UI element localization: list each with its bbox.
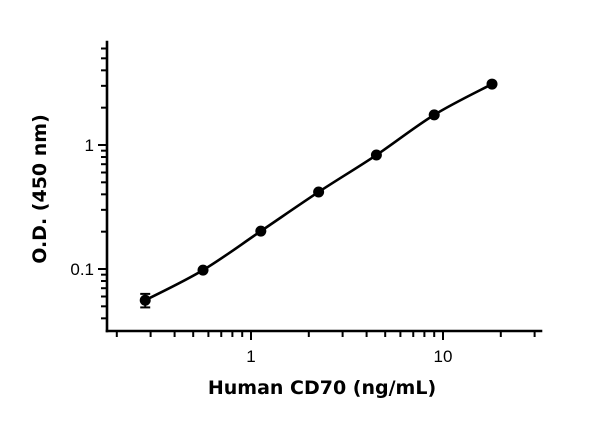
y-axis-ticks — [98, 47, 107, 320]
data-point — [255, 225, 267, 237]
x-axis-ticks — [115, 331, 536, 340]
x-tick-label: 10 — [434, 347, 453, 366]
data-point — [139, 294, 151, 306]
y-axis-title: O.D. (450 nm) — [29, 114, 51, 264]
data-point — [370, 149, 382, 161]
x-axis-title: Human CD70 (ng/mL) — [208, 377, 436, 399]
data-point — [428, 109, 440, 121]
data-points — [139, 78, 498, 306]
data-point — [197, 264, 209, 276]
y-tick-label: 0.1 — [70, 260, 94, 279]
y-tick-label: 1 — [85, 136, 94, 155]
y-axis-tick-labels: 0.11 — [70, 136, 94, 279]
x-tick-label: 1 — [246, 347, 255, 366]
data-point — [313, 186, 325, 198]
x-axis-tick-labels: 1 10 — [246, 347, 452, 366]
data-point — [486, 78, 498, 90]
